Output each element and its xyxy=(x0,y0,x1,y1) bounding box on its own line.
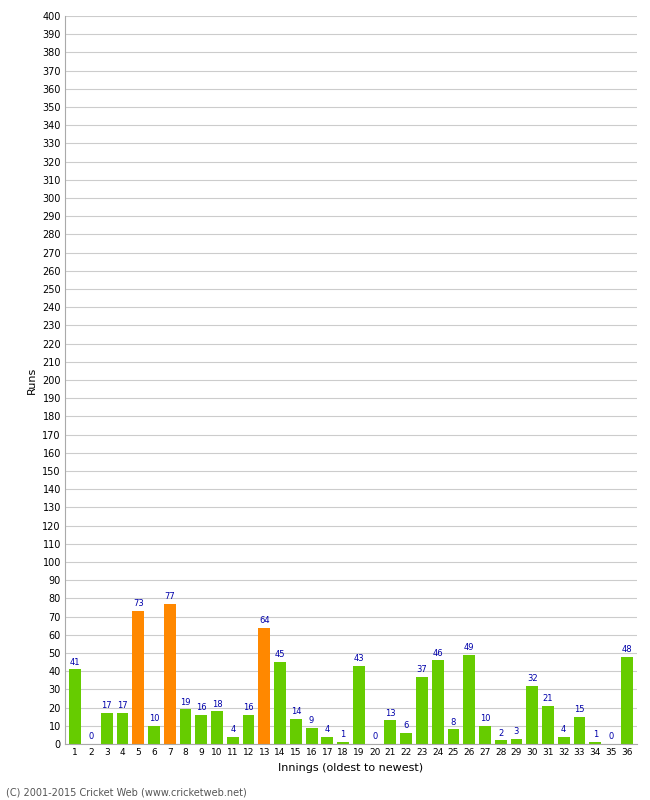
Text: 16: 16 xyxy=(196,703,207,712)
Text: 1: 1 xyxy=(593,730,598,739)
Bar xyxy=(542,706,554,744)
Text: 41: 41 xyxy=(70,658,81,666)
Text: 3: 3 xyxy=(514,727,519,736)
Text: 6: 6 xyxy=(404,722,409,730)
Bar xyxy=(447,730,460,744)
Bar xyxy=(148,726,160,744)
Text: 0: 0 xyxy=(88,732,94,742)
Text: 15: 15 xyxy=(574,705,585,714)
Text: 46: 46 xyxy=(432,649,443,658)
Bar xyxy=(526,686,538,744)
Bar xyxy=(495,740,506,744)
Text: 17: 17 xyxy=(117,702,128,710)
Text: 73: 73 xyxy=(133,599,144,609)
Y-axis label: Runs: Runs xyxy=(27,366,36,394)
Text: 49: 49 xyxy=(464,643,474,652)
Text: 9: 9 xyxy=(309,716,314,725)
Bar xyxy=(242,715,255,744)
Bar xyxy=(164,604,176,744)
Bar xyxy=(116,713,129,744)
Bar xyxy=(259,627,270,744)
Bar xyxy=(211,711,223,744)
Text: 4: 4 xyxy=(230,725,235,734)
Bar xyxy=(432,660,443,744)
Text: 48: 48 xyxy=(621,645,632,654)
Bar xyxy=(558,737,569,744)
Text: 4: 4 xyxy=(561,725,566,734)
Bar xyxy=(416,677,428,744)
Text: 18: 18 xyxy=(212,699,222,709)
Text: 45: 45 xyxy=(275,650,285,659)
Bar xyxy=(510,738,523,744)
Bar xyxy=(322,737,333,744)
Text: 17: 17 xyxy=(101,702,112,710)
Text: 1: 1 xyxy=(341,730,346,739)
Text: 19: 19 xyxy=(180,698,191,706)
Text: 10: 10 xyxy=(480,714,490,723)
Bar xyxy=(353,666,365,744)
Bar xyxy=(621,657,632,744)
Text: 32: 32 xyxy=(527,674,538,683)
Text: 0: 0 xyxy=(372,732,377,742)
Text: 21: 21 xyxy=(543,694,553,703)
Bar xyxy=(196,715,207,744)
Bar xyxy=(227,737,239,744)
X-axis label: Innings (oldest to newest): Innings (oldest to newest) xyxy=(278,762,424,773)
Bar xyxy=(101,713,112,744)
Bar xyxy=(70,670,81,744)
Bar xyxy=(274,662,286,744)
Text: 64: 64 xyxy=(259,616,270,625)
Bar xyxy=(306,728,317,744)
Bar xyxy=(463,655,475,744)
Bar xyxy=(133,611,144,744)
Text: 13: 13 xyxy=(385,709,396,718)
Bar xyxy=(290,718,302,744)
Bar xyxy=(179,710,192,744)
Text: 10: 10 xyxy=(149,714,159,723)
Text: 43: 43 xyxy=(354,654,364,663)
Text: 8: 8 xyxy=(450,718,456,726)
Bar xyxy=(590,742,601,744)
Bar xyxy=(337,742,349,744)
Text: 37: 37 xyxy=(417,665,427,674)
Bar xyxy=(479,726,491,744)
Text: 2: 2 xyxy=(498,729,503,738)
Bar xyxy=(385,720,396,744)
Text: 14: 14 xyxy=(291,706,301,716)
Text: 16: 16 xyxy=(243,703,254,712)
Bar xyxy=(400,733,412,744)
Text: 0: 0 xyxy=(608,732,614,742)
Text: 77: 77 xyxy=(164,592,175,601)
Bar xyxy=(573,717,586,744)
Text: 4: 4 xyxy=(325,725,330,734)
Text: (C) 2001-2015 Cricket Web (www.cricketweb.net): (C) 2001-2015 Cricket Web (www.cricketwe… xyxy=(6,787,247,798)
